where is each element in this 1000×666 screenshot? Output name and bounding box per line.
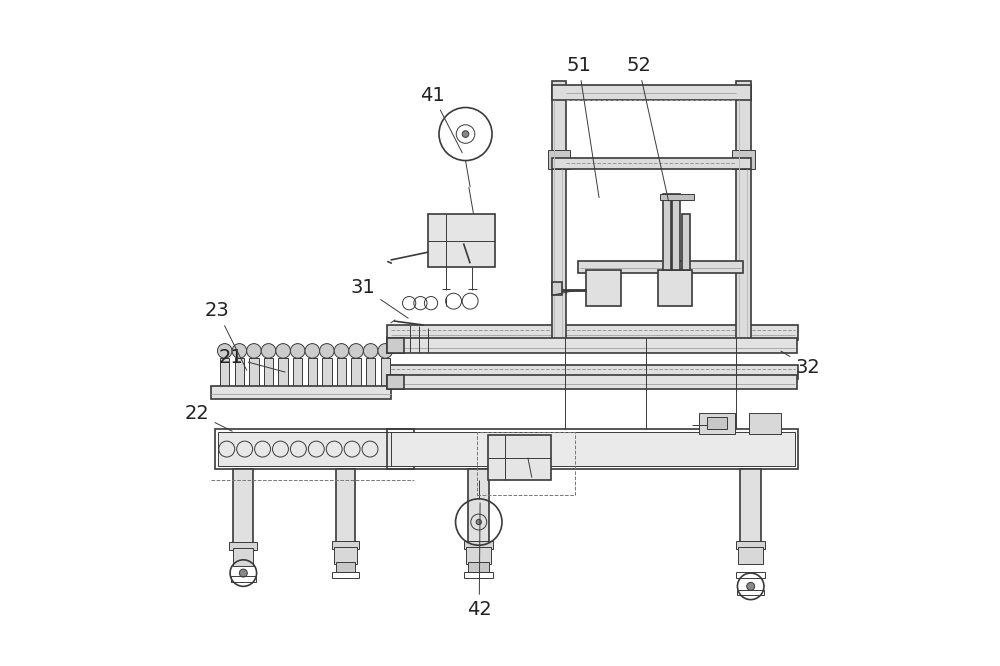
Bar bbox=[351, 358, 361, 393]
Circle shape bbox=[349, 344, 363, 358]
Bar bbox=[332, 541, 359, 549]
Bar bbox=[293, 358, 302, 393]
Circle shape bbox=[261, 344, 276, 358]
Bar bbox=[552, 282, 562, 295]
Bar bbox=[736, 81, 751, 340]
Bar bbox=[264, 358, 273, 393]
Circle shape bbox=[363, 344, 378, 358]
Bar bbox=[220, 358, 229, 393]
Text: 41: 41 bbox=[420, 86, 462, 153]
Bar bbox=[387, 325, 798, 340]
Text: 52: 52 bbox=[626, 56, 669, 201]
Circle shape bbox=[747, 582, 755, 590]
Bar bbox=[658, 270, 692, 306]
Bar bbox=[682, 214, 690, 270]
Bar bbox=[732, 150, 755, 168]
Bar bbox=[215, 429, 414, 469]
Text: 42: 42 bbox=[467, 503, 492, 619]
Text: 32: 32 bbox=[781, 351, 820, 377]
Circle shape bbox=[476, 519, 481, 525]
Bar bbox=[740, 469, 761, 544]
Text: 22: 22 bbox=[185, 404, 232, 432]
Bar bbox=[488, 435, 551, 480]
Bar bbox=[699, 412, 735, 434]
Bar bbox=[211, 386, 391, 400]
Bar bbox=[229, 542, 257, 550]
Bar bbox=[578, 261, 743, 273]
Circle shape bbox=[290, 344, 305, 358]
Bar bbox=[308, 358, 317, 393]
Bar bbox=[387, 375, 404, 390]
Bar bbox=[332, 571, 359, 578]
Bar bbox=[278, 358, 288, 393]
Bar bbox=[235, 358, 244, 393]
Bar bbox=[552, 85, 751, 99]
Bar bbox=[218, 432, 409, 466]
Bar bbox=[428, 214, 495, 266]
Bar bbox=[366, 358, 375, 393]
Bar bbox=[233, 548, 253, 567]
Bar bbox=[586, 270, 621, 306]
Bar bbox=[749, 412, 781, 434]
Text: 21: 21 bbox=[218, 348, 285, 372]
Bar bbox=[660, 194, 694, 200]
Circle shape bbox=[378, 344, 393, 358]
Text: 23: 23 bbox=[205, 302, 247, 370]
Bar bbox=[466, 547, 491, 564]
Bar bbox=[322, 358, 332, 393]
Bar bbox=[337, 358, 346, 393]
Circle shape bbox=[232, 344, 247, 358]
Bar bbox=[387, 375, 797, 390]
Bar bbox=[391, 432, 795, 466]
Circle shape bbox=[239, 569, 247, 577]
Circle shape bbox=[462, 131, 469, 137]
Bar bbox=[552, 81, 566, 340]
Bar bbox=[464, 571, 493, 578]
Bar bbox=[672, 194, 680, 270]
Bar bbox=[233, 469, 253, 545]
Circle shape bbox=[276, 344, 290, 358]
Bar bbox=[736, 571, 765, 578]
Bar bbox=[336, 562, 355, 571]
Bar bbox=[231, 576, 256, 581]
Circle shape bbox=[320, 344, 334, 358]
Bar bbox=[736, 541, 765, 549]
Circle shape bbox=[217, 344, 232, 358]
Text: 51: 51 bbox=[566, 56, 599, 198]
Bar bbox=[552, 158, 751, 168]
Bar bbox=[387, 338, 797, 353]
Bar bbox=[387, 429, 798, 469]
Bar bbox=[738, 547, 763, 564]
Bar bbox=[249, 358, 259, 393]
Bar bbox=[336, 469, 355, 544]
Circle shape bbox=[247, 344, 261, 358]
Bar bbox=[381, 358, 390, 393]
Bar bbox=[663, 194, 671, 270]
Bar bbox=[707, 417, 727, 429]
Bar bbox=[468, 562, 489, 571]
Bar bbox=[548, 150, 570, 168]
Bar bbox=[387, 338, 404, 353]
Bar bbox=[737, 589, 764, 595]
Bar bbox=[334, 547, 357, 564]
Bar bbox=[477, 432, 575, 496]
Bar bbox=[468, 469, 489, 544]
Circle shape bbox=[334, 344, 349, 358]
Text: 31: 31 bbox=[351, 278, 408, 318]
Bar bbox=[464, 541, 493, 549]
Bar bbox=[387, 365, 798, 380]
Circle shape bbox=[305, 344, 320, 358]
